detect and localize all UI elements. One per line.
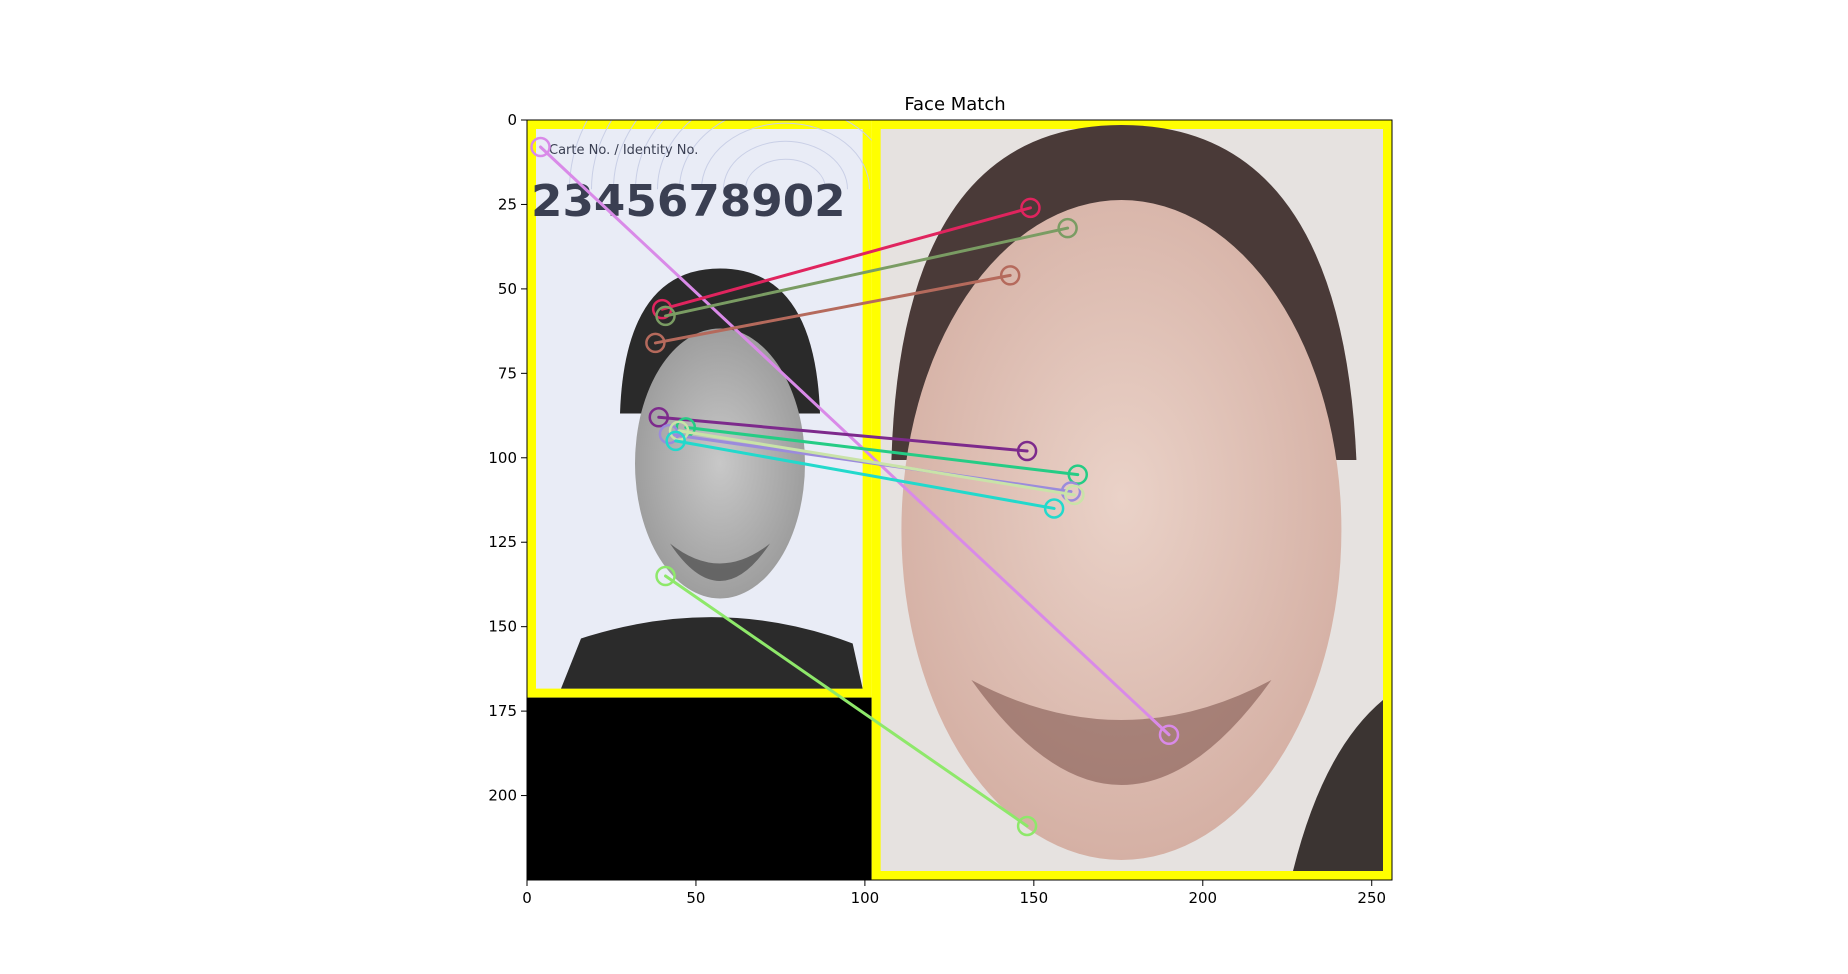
- y-tick-label: 150: [488, 618, 517, 636]
- keypoint-left: [658, 423, 680, 445]
- x-tick-label: 50: [686, 889, 705, 907]
- id-card-caption: Carte No. / Identity No.: [549, 143, 698, 158]
- id-card-number: 2345678902: [531, 176, 846, 227]
- y-tick-label: 200: [488, 787, 517, 805]
- axes-frame: [526, 119, 1393, 881]
- plot-area: Carte No. / Identity No. 2345678902: [527, 120, 1392, 880]
- match-line: [664, 226, 1070, 318]
- x-tick-label: 250: [1357, 889, 1386, 907]
- guilloche-pattern: [568, 120, 1002, 190]
- keypoint-left: [530, 136, 551, 158]
- keypoint-left: [665, 430, 686, 452]
- match-line: [657, 415, 1029, 453]
- keypoint-right: [1067, 464, 1089, 485]
- match-line: [674, 439, 1056, 510]
- x-tick-label: 200: [1188, 889, 1217, 907]
- keypoint-right: [999, 265, 1021, 286]
- match-line: [664, 574, 1029, 828]
- y-tick-label: 0: [507, 111, 517, 129]
- keypoint-left: [668, 420, 690, 442]
- match-pair: [655, 217, 1078, 327]
- x-tick-label: 0: [522, 889, 532, 907]
- match-pair: [648, 406, 1038, 462]
- y-tick-label: 125: [488, 533, 517, 551]
- keypoint-right: [1016, 815, 1038, 837]
- x-axis: 0 50 100 150 200 250: [522, 880, 1386, 907]
- match-pair: [668, 420, 1085, 506]
- keypoint-right: [1016, 440, 1038, 462]
- x-tick-label: 150: [1020, 889, 1049, 907]
- keypoint-left: [648, 406, 670, 428]
- chart-title: Face Match: [904, 94, 1005, 115]
- match-line: [684, 425, 1080, 477]
- id-card-shirt: [561, 617, 863, 689]
- match-pair: [645, 265, 1021, 354]
- y-tick-label: 75: [498, 364, 517, 382]
- id-card-face: [635, 328, 806, 599]
- id-card-beard: [670, 543, 771, 581]
- padding-area: [527, 697, 872, 880]
- match-pair: [665, 430, 1065, 519]
- keypoint-left: [645, 332, 666, 354]
- selfie-beard: [971, 680, 1272, 785]
- keypoint-matches: [530, 136, 1180, 837]
- keypoint-left: [655, 565, 676, 587]
- y-tick-label: 100: [488, 449, 517, 467]
- keypoint-left: [655, 305, 676, 327]
- y-tick-label: 50: [498, 280, 517, 298]
- match-pair: [655, 565, 1038, 837]
- match-line: [677, 429, 1076, 497]
- keypoint-right: [1057, 217, 1078, 239]
- id-card-photo: Carte No. / Identity No. 2345678902: [527, 120, 1002, 880]
- keypoint-right: [1064, 484, 1085, 506]
- keypoint-right: [1043, 498, 1065, 519]
- match-line: [539, 145, 1171, 737]
- x-tick-label: 100: [851, 889, 880, 907]
- y-tick-label: 175: [488, 702, 517, 720]
- keypoint-right: [1020, 197, 1041, 219]
- selfie-shirt: [1293, 700, 1383, 871]
- keypoint-right: [1158, 724, 1180, 746]
- y-axis: 0 25 50 75 100 125 150 175 200: [488, 111, 527, 805]
- match-line: [653, 273, 1012, 345]
- selfie-photo: [871, 120, 1392, 880]
- match-line: [660, 206, 1032, 311]
- y-tick-label: 25: [498, 195, 517, 213]
- selfie-face: [901, 200, 1342, 860]
- match-pair: [530, 136, 1180, 746]
